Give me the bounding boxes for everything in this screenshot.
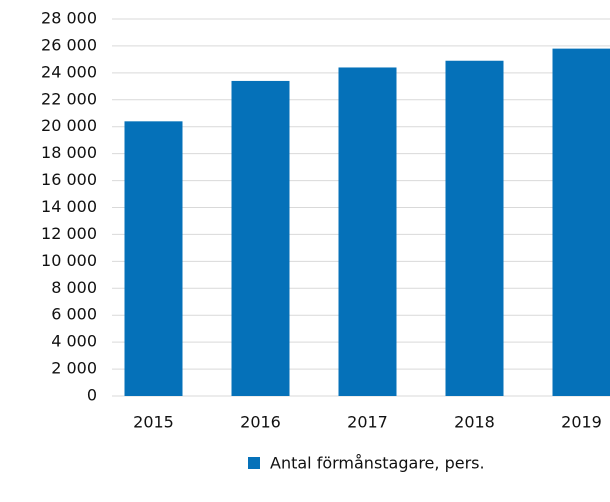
y-tick-label: 12 000 — [41, 224, 97, 243]
x-tick-label: 2016 — [240, 413, 281, 432]
x-tick-label: 2019 — [561, 413, 602, 432]
legend-swatch — [248, 457, 260, 469]
legend-label: Antal förmånstagare, pers. — [270, 454, 485, 473]
y-tick-label: 28 000 — [41, 9, 97, 28]
y-tick-label: 4 000 — [51, 332, 97, 351]
y-tick-label: 8 000 — [51, 278, 97, 297]
x-tick-label: 2018 — [454, 413, 495, 432]
bar — [552, 48, 610, 396]
bar — [231, 80, 290, 396]
x-tick-label: 2015 — [133, 413, 174, 432]
bar — [338, 67, 397, 396]
y-tick-label: 22 000 — [41, 89, 97, 108]
y-tick-label: 0 — [87, 386, 97, 405]
bar — [124, 121, 183, 396]
y-tick-label: 10 000 — [41, 251, 97, 270]
x-tick-label: 2017 — [347, 413, 388, 432]
y-tick-label: 26 000 — [41, 35, 97, 54]
y-tick-label: 6 000 — [51, 305, 97, 324]
y-tick-label: 18 000 — [41, 143, 97, 162]
y-tick-label: 14 000 — [41, 197, 97, 216]
bar — [445, 60, 504, 396]
y-tick-label: 16 000 — [41, 170, 97, 189]
y-tick-label: 2 000 — [51, 359, 97, 378]
y-tick-label: 20 000 — [41, 116, 97, 135]
y-tick-label: 24 000 — [41, 62, 97, 81]
